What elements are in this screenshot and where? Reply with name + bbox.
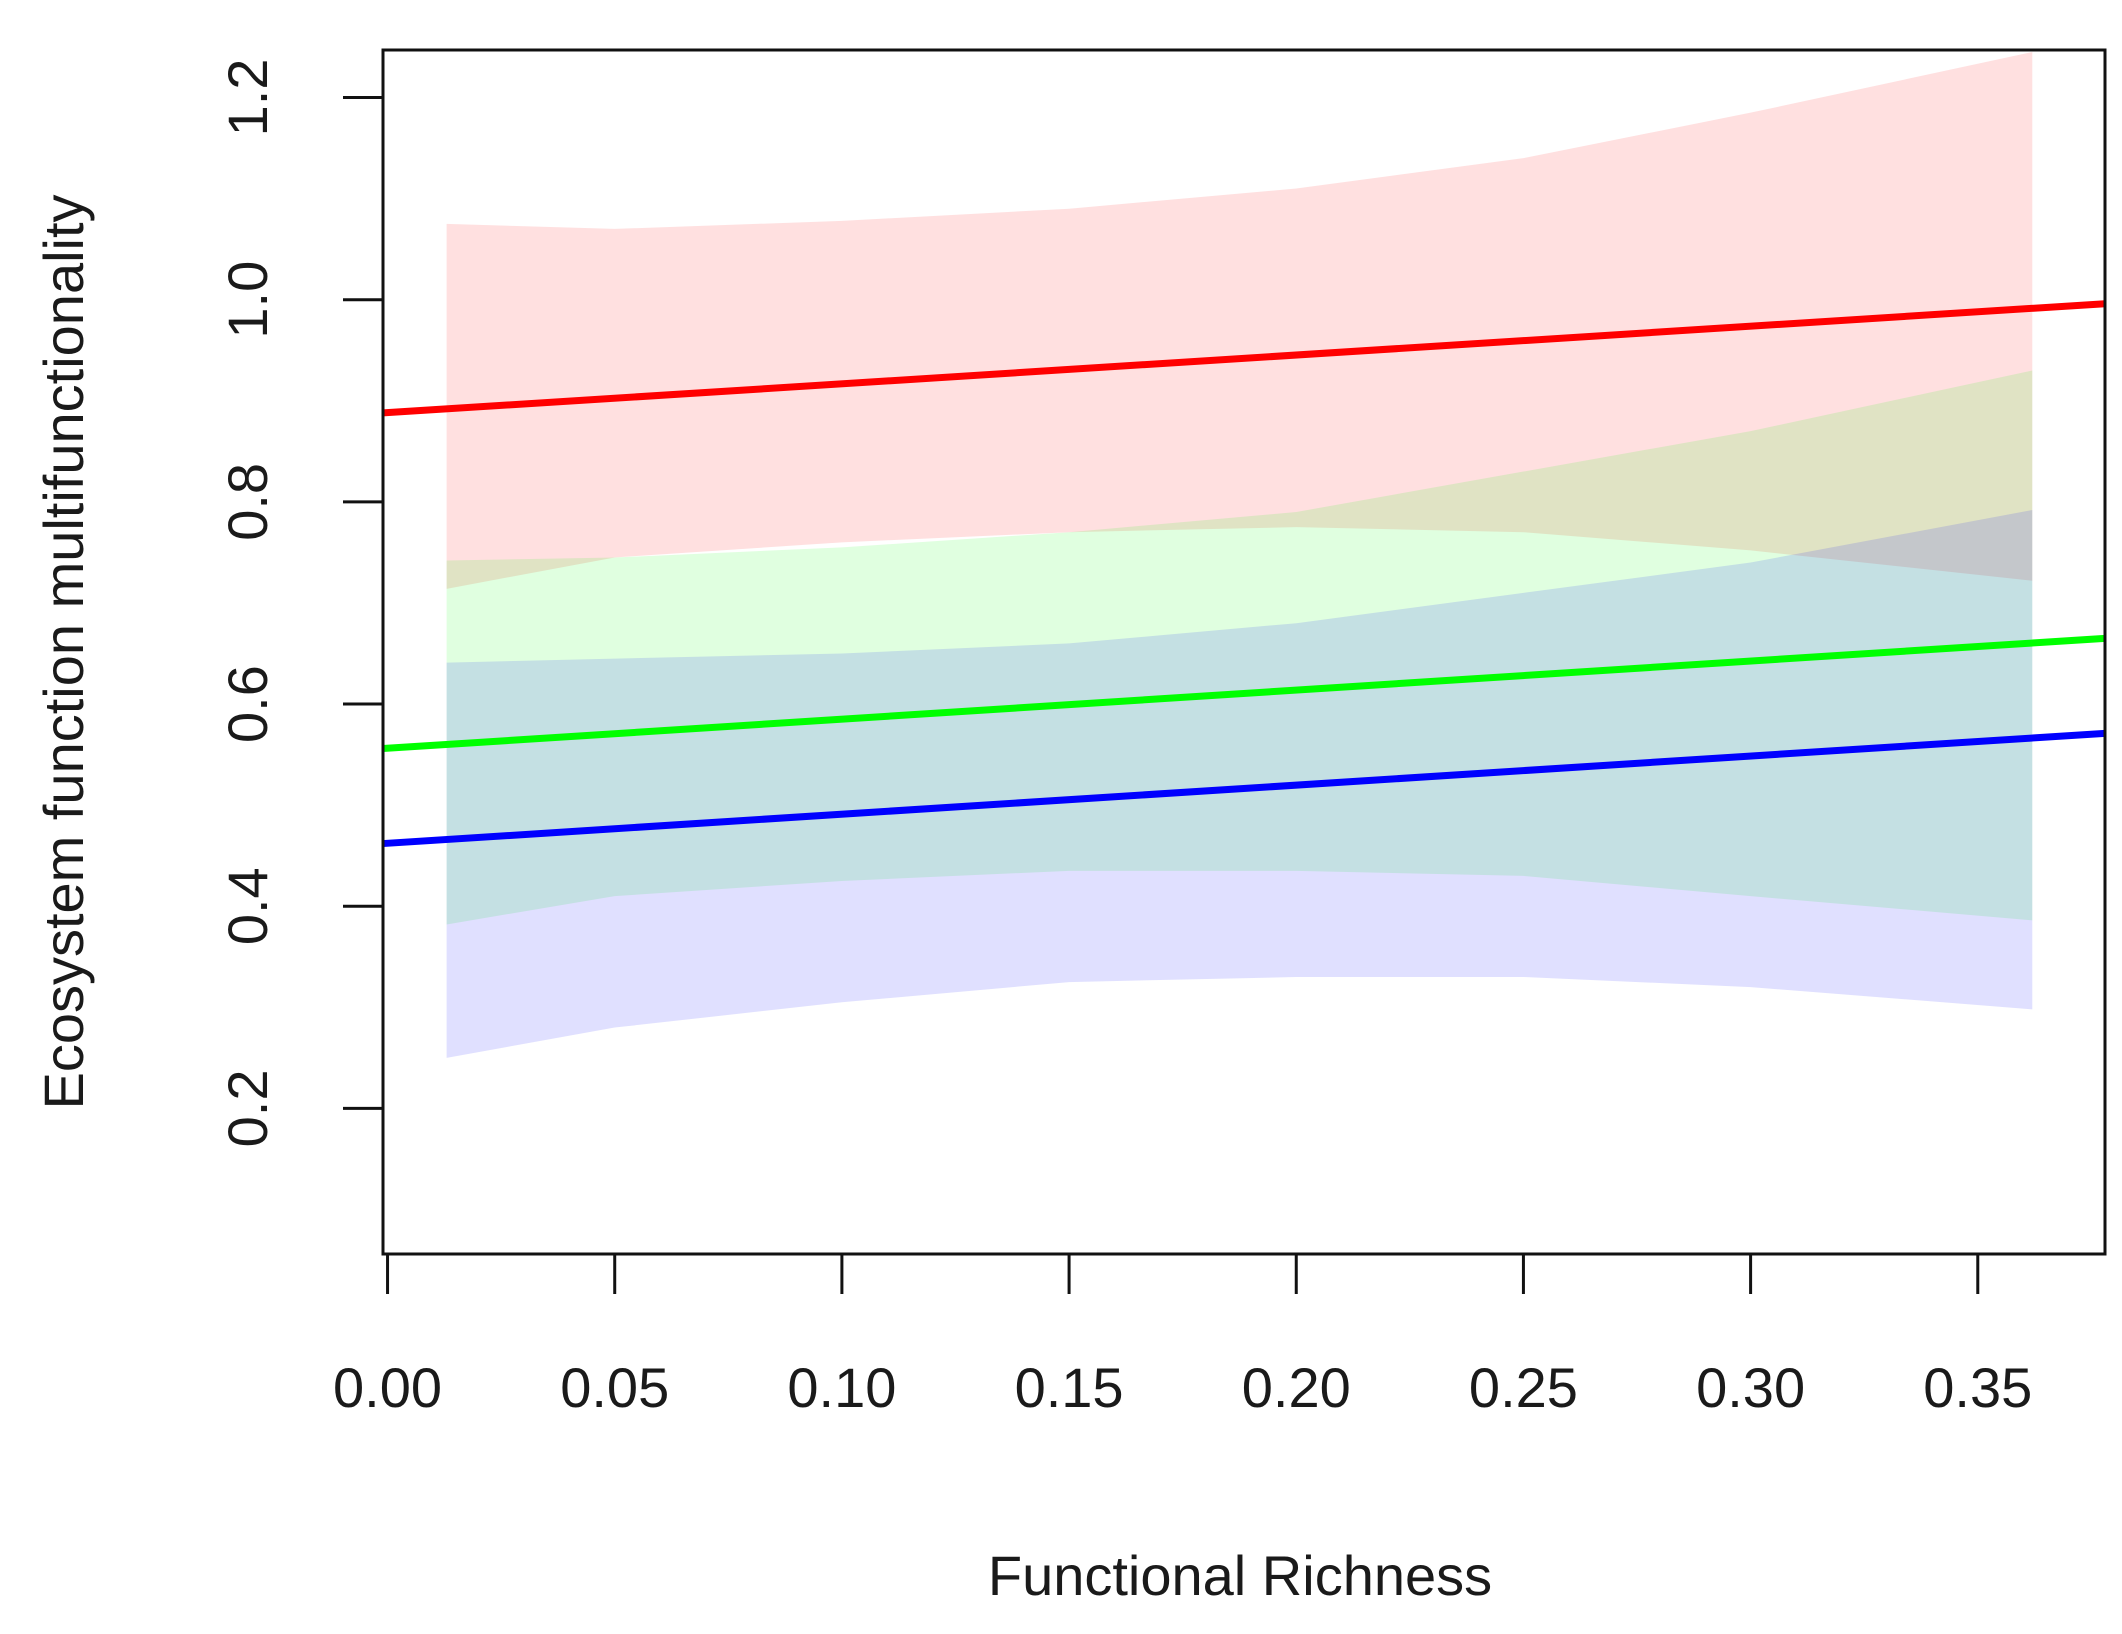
y-tick-label: 1.0 <box>216 261 279 339</box>
trend-line <box>382 300 2106 417</box>
y-tick-label: 0.8 <box>216 463 279 541</box>
confidence-band <box>446 509 2033 1058</box>
trend-line <box>382 634 2106 753</box>
x-tick-label: 0.20 <box>1242 1356 1351 1419</box>
x-tick-label: 0.35 <box>1923 1356 2032 1419</box>
confidence-band <box>446 370 2033 925</box>
y-axis-label: Ecosystem function multifunctionality <box>32 194 95 1109</box>
x-tick-label: 0.25 <box>1469 1356 1578 1419</box>
x-tick-label: 0.10 <box>787 1356 896 1419</box>
y-tick-label: 0.4 <box>216 867 279 945</box>
y-tick-label: 1.2 <box>216 59 279 137</box>
trend-line <box>382 729 2106 848</box>
y-tick-label: 0.6 <box>216 665 279 743</box>
x-tick-label: 0.15 <box>1015 1356 1124 1419</box>
y-tick-label: 0.2 <box>216 1069 279 1147</box>
x-tick-label: 0.30 <box>1696 1356 1805 1419</box>
x-tick-label: 0.05 <box>560 1356 669 1419</box>
confidence-band <box>446 52 2033 589</box>
x-tick-label: 0.00 <box>333 1356 442 1419</box>
x-axis-label: Functional Richness <box>988 1544 1492 1607</box>
plot-frame <box>381 48 2107 1256</box>
